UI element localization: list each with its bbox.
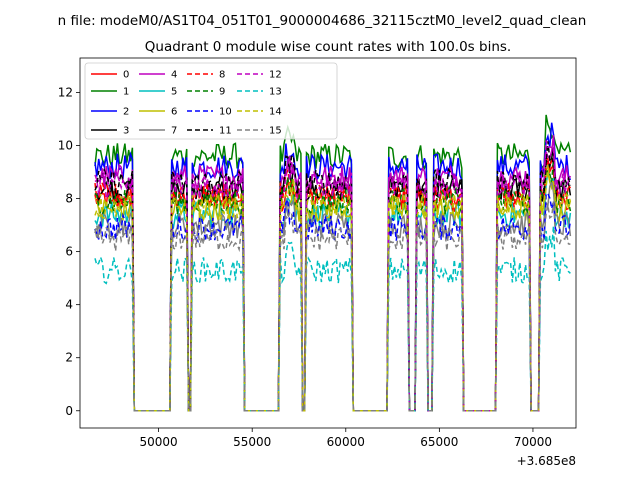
- y-tick-label: 6: [65, 245, 73, 259]
- chart-title: Quadrant 0 module wise count rates with …: [145, 39, 511, 55]
- legend-label-12: 12: [269, 70, 282, 81]
- y-axis-ticks: 0 2 4 6 8 10 12: [58, 85, 80, 418]
- legend-label-0: 0: [123, 70, 129, 81]
- legend-label-1: 1: [123, 87, 129, 98]
- legend-label-9: 9: [219, 87, 225, 98]
- y-tick-label: 4: [65, 298, 73, 312]
- y-tick-label: 10: [58, 139, 73, 153]
- x-tick-label: 65000: [420, 435, 458, 449]
- legend-label-11: 11: [219, 126, 232, 137]
- y-tick-label: 12: [58, 85, 73, 99]
- x-axis-ticks: 50000 55000 60000 65000 70000: [140, 428, 552, 449]
- series-lines: [94, 114, 572, 412]
- x-tick-label: 55000: [233, 435, 271, 449]
- x-tick-label: 70000: [514, 435, 552, 449]
- figure-suptitle: n file: modeM0/AS1T04_051T01_9000004686_…: [58, 13, 587, 29]
- x-axis-offset-text: +3.685e8: [517, 454, 576, 468]
- legend-label-15: 15: [269, 126, 282, 137]
- legend-label-13: 13: [269, 87, 282, 98]
- legend-label-7: 7: [171, 126, 177, 137]
- y-tick-label: 2: [65, 351, 73, 365]
- legend-label-14: 14: [269, 107, 282, 118]
- y-tick-label: 8: [65, 192, 73, 206]
- legend-label-4: 4: [171, 70, 177, 81]
- legend-label-2: 2: [123, 107, 129, 118]
- series-line-13: [94, 225, 571, 412]
- legend-label-6: 6: [171, 107, 177, 118]
- legend-label-10: 10: [219, 107, 232, 118]
- legend-label-5: 5: [171, 87, 177, 98]
- legend-label-3: 3: [123, 126, 129, 137]
- x-tick-label: 60000: [327, 435, 365, 449]
- series-line-14: [94, 164, 572, 412]
- legend-frame: [84, 62, 338, 140]
- series-line-15: [94, 201, 571, 412]
- legend-label-8: 8: [219, 70, 225, 81]
- x-tick-label: 50000: [140, 435, 178, 449]
- axes-frame: [79, 57, 577, 429]
- y-tick-label: 0: [65, 404, 73, 418]
